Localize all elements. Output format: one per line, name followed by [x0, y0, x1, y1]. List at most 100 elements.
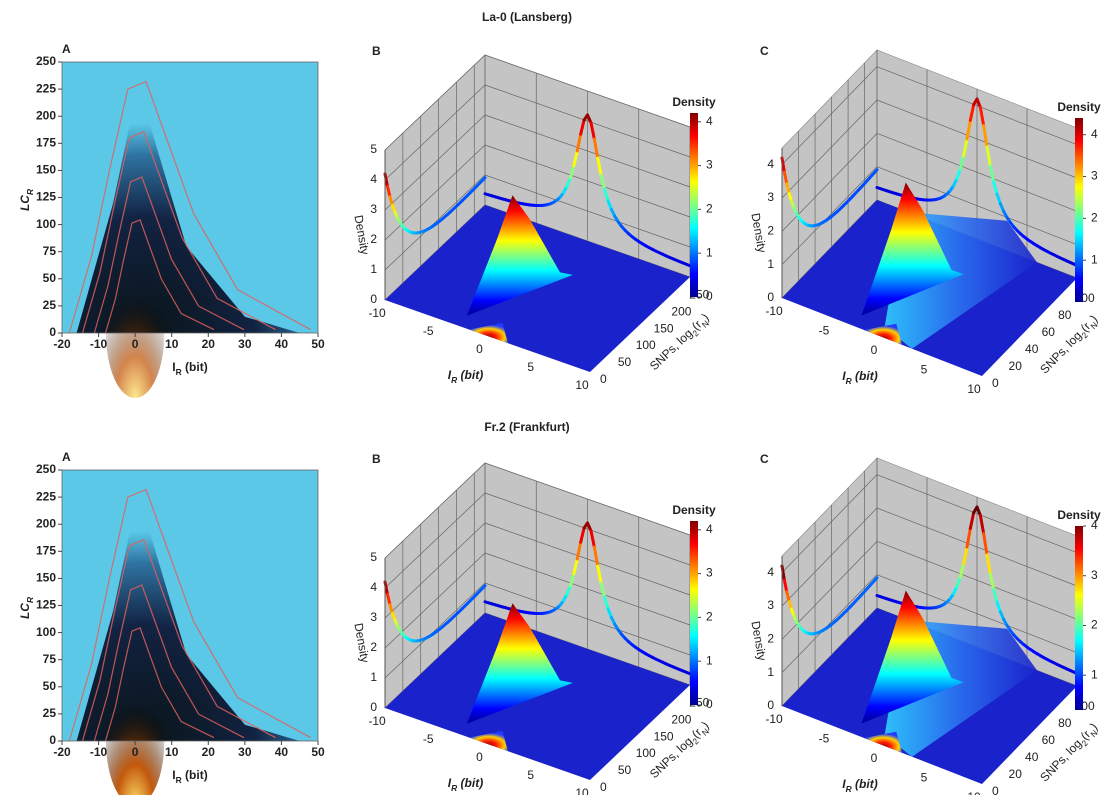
grid-line [384, 84, 486, 181]
colorbar-title: Density [672, 95, 716, 109]
z-tick-label: 5 [370, 550, 377, 564]
back-wall-curve [685, 670, 692, 676]
y-tick-label: 50 [43, 271, 57, 285]
back-wall-curve [978, 105, 986, 128]
colorbar-tick-label: 4 [1091, 127, 1098, 141]
x-axis-label-part: (bit) [852, 369, 878, 383]
z-tick-label: 2 [767, 224, 774, 238]
colorbar-tick-label: 4 [1091, 518, 1098, 532]
back-wall-curve [955, 575, 962, 588]
grid-line [781, 99, 878, 199]
back-wall-curve [592, 137, 600, 160]
left-wall-curve [386, 592, 392, 607]
back-wall-curve [958, 154, 966, 171]
back-wall-curve [568, 164, 576, 180]
back-wall-curve [606, 199, 613, 211]
grid-line [384, 462, 486, 559]
colorbar-tick-label: 1 [706, 245, 713, 259]
y-tick-label: 200 [671, 712, 691, 726]
grid-line [781, 507, 878, 607]
x-axis-label-part: I [172, 768, 175, 782]
colorbar-title: Density [672, 503, 716, 517]
colorbar [1075, 118, 1083, 302]
x-axis-label: IR (bit) [842, 777, 877, 794]
x-tick-label: 0 [476, 750, 483, 764]
y-tick-label: 100 [636, 338, 656, 352]
back-wall-curve [995, 192, 1002, 206]
y-tick-label: 0 [600, 372, 607, 386]
x-axis-label-part: I [172, 360, 175, 374]
z-tick-label: 0 [370, 700, 377, 714]
z-tick-label: 1 [767, 257, 774, 271]
y-tick-label: 125 [36, 190, 56, 204]
y-axis-label-part: N [700, 318, 711, 329]
y-tick-label: 0 [600, 780, 607, 794]
y-axis-label-part: R [25, 597, 35, 603]
x-tick-label: -10 [368, 306, 386, 320]
y-tick-label: 150 [36, 571, 56, 585]
z-axis-label: Density [351, 214, 372, 256]
back-wall-curve [995, 600, 1002, 614]
contour-line [104, 219, 215, 334]
x-tick-label: 5 [921, 363, 928, 377]
x-axis-label-part: R [176, 367, 182, 377]
x-tick-label: 30 [238, 337, 252, 351]
x-axis-label: IR (bit) [842, 369, 877, 386]
grid-line [384, 522, 486, 619]
z-tick-label: 1 [370, 262, 377, 276]
x-tick-label: 0 [871, 343, 878, 357]
x-axis-label-part: (bit) [182, 768, 208, 782]
x-axis-label-part: R [846, 376, 852, 386]
x-tick-label: 5 [527, 360, 534, 374]
x-tick-label: 30 [238, 745, 252, 759]
panel-label: B [372, 452, 381, 466]
back-wall-curve [603, 188, 610, 203]
y-tick-label: 20 [1009, 767, 1023, 781]
z-tick-label: 2 [370, 232, 377, 246]
z-tick-label: 5 [370, 142, 377, 156]
x-axis-label-part: I [842, 777, 846, 791]
contour-line [68, 488, 311, 742]
y-tick-label: 20 [1009, 359, 1023, 373]
x-tick-label: -10 [765, 304, 783, 318]
contour-line [81, 539, 276, 742]
x-tick-label: -10 [90, 745, 108, 759]
back-wall-curve [568, 572, 576, 588]
x-tick-label: 50 [311, 337, 325, 351]
z-tick-label: 4 [370, 172, 377, 186]
grid-line [384, 54, 486, 151]
colorbar-tick-label: 2 [1091, 618, 1098, 632]
left-wall-curve [785, 182, 791, 195]
grid-line [384, 582, 486, 679]
y-axis-label-part: N [1088, 728, 1099, 739]
y-tick-label: 250 [36, 462, 56, 476]
x-tick-label: -20 [53, 745, 71, 759]
left-wall-curve [481, 176, 487, 182]
back-wall-curve [992, 180, 999, 196]
colorbar-tick-label: 1 [1091, 252, 1098, 266]
x-axis-label: IR (bit) [172, 360, 207, 377]
y-axis-label: LCR [18, 189, 35, 211]
z-tick-label: 2 [767, 632, 774, 646]
section-title: La-0 (Lansberg) [482, 10, 572, 24]
y-tick-label: 75 [43, 244, 57, 258]
z-tick-label: 0 [767, 698, 774, 712]
z-axis-label: Density [748, 620, 769, 662]
x-tick-label: 0 [132, 337, 139, 351]
x-axis-label-part: I [448, 776, 452, 790]
z-tick-label: 3 [370, 610, 377, 624]
surface-front [864, 323, 902, 345]
y-tick-label: 175 [36, 135, 56, 149]
grid-line [384, 114, 486, 211]
back-wall-curve [962, 545, 969, 566]
x-axis-label-part: R [176, 775, 182, 785]
colorbar [690, 521, 698, 705]
back-wall-curve [962, 137, 969, 158]
surface-front [469, 731, 508, 752]
y-tick-label: 100 [36, 217, 56, 231]
x-axis-label-part: R [451, 375, 457, 385]
back-wall-curve [985, 145, 992, 168]
back-wall-curve [599, 581, 607, 600]
x-axis-label-part: R [451, 783, 457, 793]
y-tick-label: 60 [1042, 733, 1056, 747]
